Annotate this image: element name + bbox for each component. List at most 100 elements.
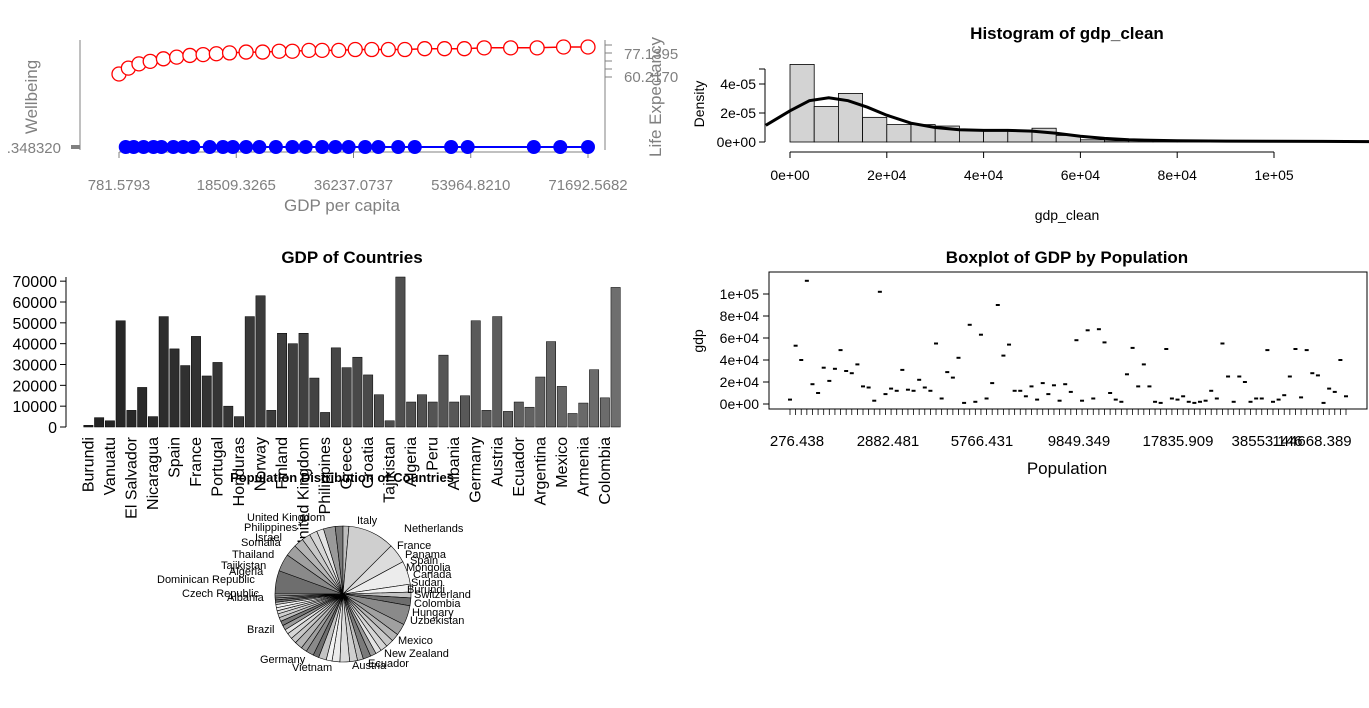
gdp-bar <box>255 295 266 428</box>
gdp-bar <box>341 367 352 428</box>
red-point <box>555 39 572 55</box>
pie-slice-label: France <box>397 540 431 552</box>
bar-category-label: Tajikistan <box>382 437 399 503</box>
histogram-x-label: gdp_clean <box>1035 207 1100 223</box>
right-axis-label: Life Expectancy <box>646 36 665 157</box>
bar-category-label: Austria <box>489 437 506 487</box>
red-point <box>195 46 211 63</box>
red-point <box>221 45 238 61</box>
pie-slice-label: Brazil <box>247 624 275 636</box>
hist-y-tick-label: 0e+00 <box>717 134 757 150</box>
gdp-bar <box>352 356 363 428</box>
blue-point <box>285 140 300 154</box>
gdp-bar <box>513 401 524 428</box>
pie-slice-label: Uzbekistan <box>410 615 464 627</box>
red-point <box>580 39 596 55</box>
gdp-bar <box>277 333 287 428</box>
blue-point <box>407 140 422 154</box>
gdp-bar <box>169 348 180 428</box>
bar-category-label: Ecuador <box>511 436 528 496</box>
bar-category-label: Mexico <box>554 437 571 488</box>
bar-category-label: Peru <box>425 437 442 471</box>
red-point <box>503 40 519 56</box>
blue-point <box>341 140 356 154</box>
gdp-bar <box>158 316 169 428</box>
bar-chart-title: GDP of Countries <box>281 248 422 267</box>
gdp-bar <box>546 341 556 428</box>
red-point <box>142 53 158 69</box>
blue-point <box>252 140 267 154</box>
blue-point <box>580 140 595 154</box>
pie-slice-label: Mongolia <box>406 562 452 574</box>
pie-slice-label: Spain <box>410 555 438 567</box>
bar-category-label: Philippines <box>317 437 334 514</box>
pie-slice-label: Burundi <box>407 584 445 596</box>
gdp-bar <box>298 333 309 428</box>
red-point <box>271 43 287 59</box>
hist-x-tick-label: 8e+04 <box>1158 167 1198 183</box>
bar-category-label: Armenia <box>575 437 592 497</box>
gdp-bar <box>287 343 298 428</box>
pie-slice-label: Mexico <box>398 635 433 647</box>
blue-point <box>371 140 386 154</box>
red-point <box>331 42 347 59</box>
boxplot-y-tick-label: 2e+04 <box>720 374 760 390</box>
gdp-bar <box>406 401 417 428</box>
boxplot-x-tick-label: 5766.431 <box>951 433 1014 450</box>
gdp-bar <box>535 376 546 428</box>
bar-y-tick-label: 20000 <box>13 378 58 395</box>
bar-category-label: Albania <box>446 437 463 490</box>
x-tick-label: 36237.0737 <box>314 177 393 194</box>
pie-slice-label: Vietnam <box>292 662 332 674</box>
hist-x-tick-label: 2e+04 <box>867 167 907 183</box>
red-point <box>529 40 545 56</box>
gdp-bar <box>460 395 470 428</box>
blue-point <box>358 140 373 154</box>
gdp-bar <box>201 375 212 428</box>
gdp-bar <box>309 377 320 428</box>
boxplot-x-tick-label: 2882.481 <box>857 433 920 450</box>
gdp-bar <box>137 387 148 428</box>
gdp-bar <box>330 347 341 428</box>
hist-x-tick-label: 0e+00 <box>770 167 810 183</box>
gdp-bar <box>524 406 535 428</box>
boxplot-y-tick-label: 1e+05 <box>720 286 760 302</box>
boxplot-frame <box>768 271 1368 410</box>
pie-slice-label: Sudan <box>411 577 443 589</box>
boxplot-y-label: gdp <box>690 329 706 353</box>
blue-point <box>444 140 459 154</box>
boxplot-title: Boxplot of GDP by Population <box>946 248 1188 267</box>
pie-slice-label: Canada <box>413 569 452 581</box>
boxplot-x-tick-label: 17835.909 <box>1143 433 1214 450</box>
x-axis-label: GDP per capita <box>284 196 400 215</box>
gdp-bar <box>180 365 191 428</box>
red-point <box>238 44 254 60</box>
pie-slice-label: Hungary <box>412 607 454 619</box>
density-curve <box>765 96 1369 144</box>
gdp-bar <box>104 420 115 428</box>
histogram-bar <box>886 124 912 143</box>
bar-y-tick-label: 70000 <box>13 274 58 291</box>
blue-point <box>460 140 475 154</box>
x-tick-label: 71692.5682 <box>548 177 627 194</box>
gdp-bar <box>481 410 492 428</box>
bar-category-label: Spain <box>167 437 184 478</box>
gdp-bar <box>94 417 105 428</box>
pie-slice-label: Ecuador <box>368 658 409 670</box>
bar-y-tick-label: 10000 <box>13 399 58 416</box>
histogram-bar <box>1080 139 1106 143</box>
boxplot-y-tick-label: 8e+04 <box>720 308 760 324</box>
gdp-bar <box>320 412 331 428</box>
bar-category-label: Burundi <box>80 437 97 492</box>
red-point <box>380 41 396 58</box>
blue-point <box>225 140 240 154</box>
pie-slice-label: Philippines <box>244 522 298 534</box>
gdp-bar <box>148 416 158 428</box>
blue-point <box>166 140 181 154</box>
pie-slice-label: Czech Republic <box>182 588 260 600</box>
pie-slice-label: Albania <box>227 592 265 604</box>
red-point <box>301 42 317 59</box>
red-point <box>364 41 380 58</box>
pie-title: Population Distribution of Countries <box>230 470 454 485</box>
